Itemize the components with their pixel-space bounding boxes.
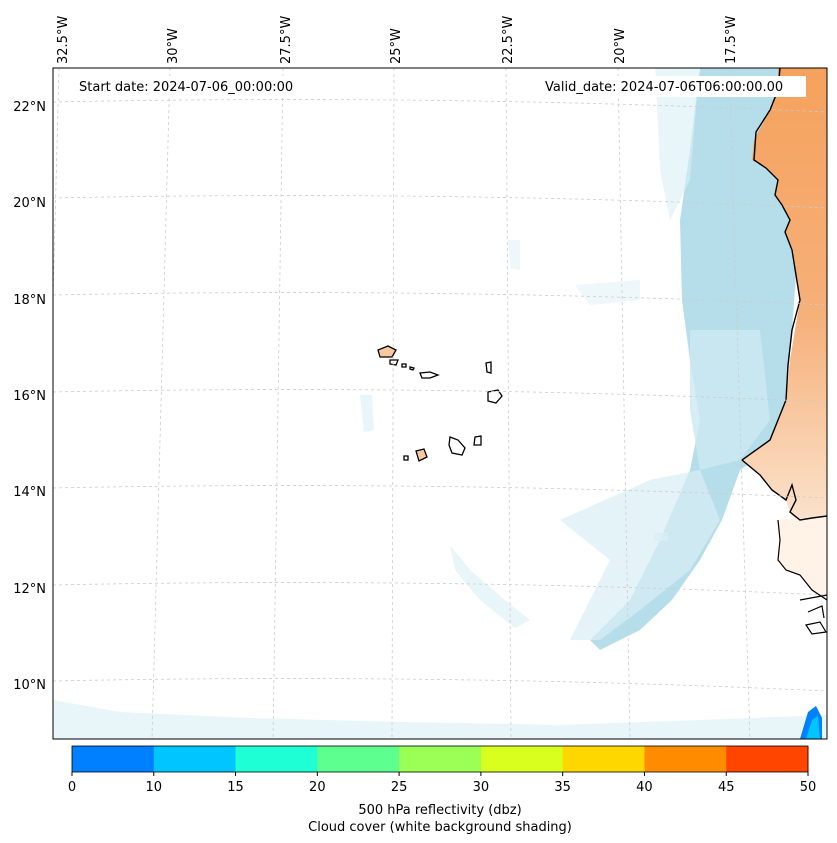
colorbar-bin [562, 746, 645, 772]
colorbar: 0 10 15 20 25 30 35 40 45 50 500 hPa reflectivity… [68, 745, 816, 835]
colorbar-bin [399, 746, 482, 772]
colorbar-tick-label: 45 [718, 780, 735, 795]
coastline [740, 68, 827, 521]
colorbar-ticks: 0 10 15 20 25 30 35 40 45 50 [68, 772, 816, 795]
start-date-label: Start date: 2024-07-06_00:00:00 [79, 80, 293, 95]
lon-label: 27.5°W [279, 16, 294, 64]
map-frame [52, 67, 828, 740]
colorbar-tick-label: 15 [227, 780, 244, 795]
lon-label: 22.5°W [501, 16, 516, 64]
valid-date-box [540, 76, 806, 97]
lon-label: 20°W [613, 28, 628, 64]
lon-label: 25°W [389, 28, 404, 64]
lat-label: 10°N [13, 678, 46, 693]
colorbar-bin [317, 746, 400, 772]
colorbar-bin [644, 746, 727, 772]
colorbar-tick-label: 40 [636, 780, 653, 795]
colorbar-tick-label: 35 [554, 780, 571, 795]
gambia-coastline [777, 519, 827, 635]
lat-label: 16°N [13, 389, 46, 404]
lat-label: 12°N [13, 582, 46, 597]
colorbar-tick-label: 20 [309, 780, 326, 795]
map-panel: Start date: 2024-07-06_00:00:00 Valid_da… [53, 68, 827, 739]
lon-label: 30°W [166, 28, 181, 64]
meridian-grid [53, 68, 751, 739]
parallel-grid [53, 99, 827, 692]
colorbar-bins [72, 746, 809, 772]
africa-land [742, 68, 827, 522]
valid-date-label: Valid_date: 2024-07-06T06:00:00.00 [545, 80, 783, 95]
latitude-labels: 22°N 20°N 18°N 16°N 14°N 12°N 10°N [13, 100, 46, 693]
longitude-labels: 32.5°W 30°W 27.5°W 25°W 22.5°W 20°W 17.5… [56, 16, 739, 64]
start-date-box [74, 76, 314, 97]
colorbar-tick-label: 10 [146, 780, 163, 795]
colorbar-label-line1: 500 hPa reflectivity (dbz) [358, 803, 521, 818]
colorbar-tick-label: 25 [391, 780, 408, 795]
lat-label: 18°N [13, 293, 46, 308]
colorbar-label-line2: Cloud cover (white background shading) [308, 820, 572, 835]
colorbar-tick-label: 30 [473, 780, 490, 795]
colorbar-bin [480, 746, 564, 772]
senegal-gambia-land [776, 516, 827, 600]
colorbar-bin [153, 746, 237, 772]
lat-label: 14°N [13, 485, 46, 500]
colorbar-bin [72, 746, 155, 772]
colorbar-tick-label: 50 [800, 780, 817, 795]
colorbar-bin [726, 746, 809, 772]
lat-label: 22°N [13, 100, 46, 115]
lon-label: 32.5°W [56, 16, 71, 64]
colorbar-frame [71, 745, 809, 773]
cloud-cover-shading [53, 68, 827, 739]
lon-label: 17.5°W [724, 16, 739, 64]
cape-verde-islands [377, 345, 503, 462]
lat-label: 20°N [13, 196, 46, 211]
colorbar-tick-label: 0 [68, 780, 76, 795]
colorbar-bin [235, 746, 318, 772]
